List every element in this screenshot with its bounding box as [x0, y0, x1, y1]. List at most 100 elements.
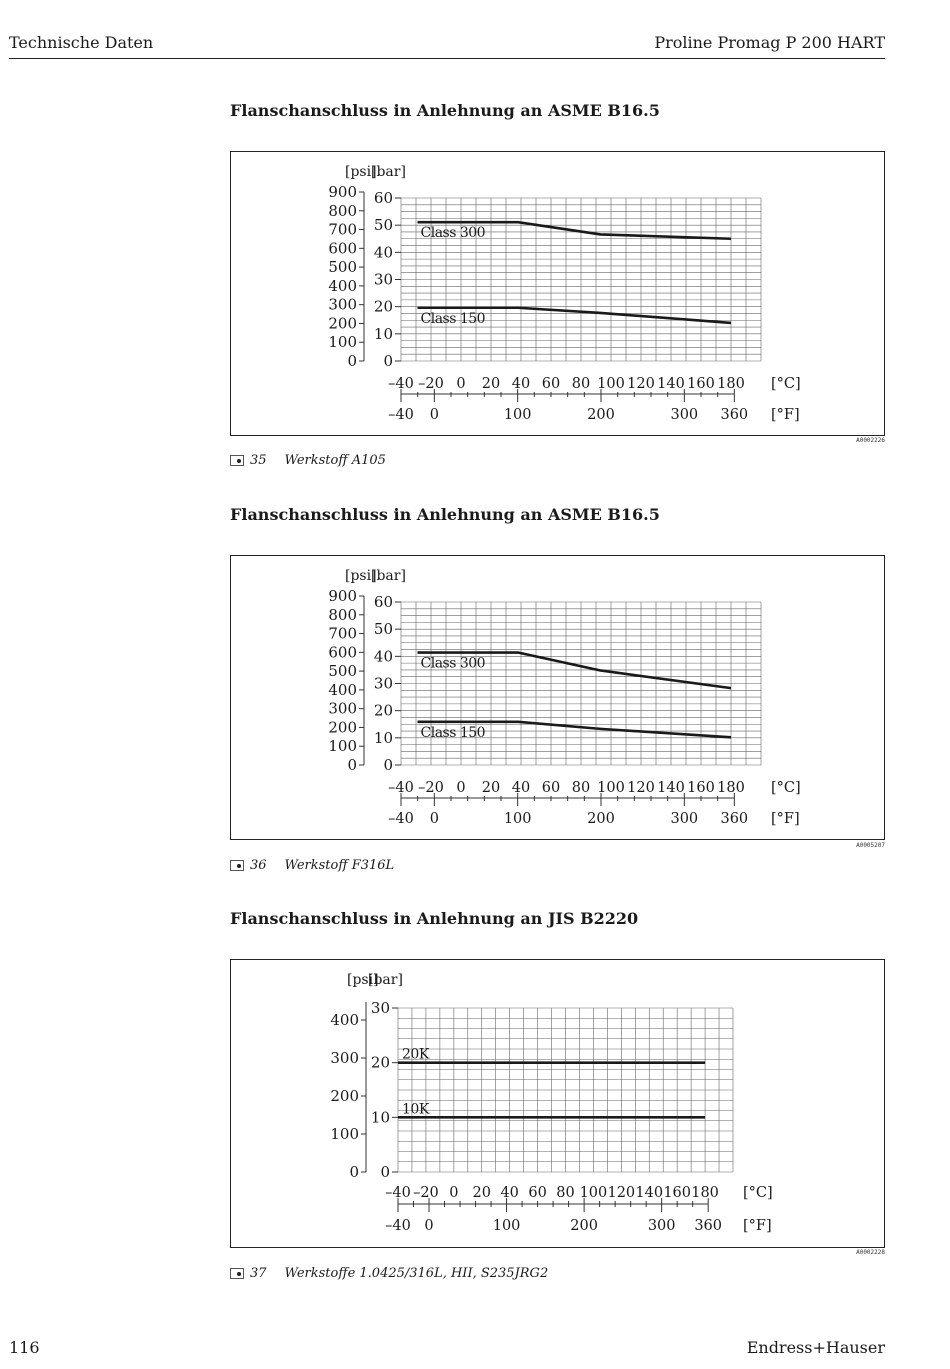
pressure-temperature-chart-2: [psi][bar]010020030040050060070080090001…: [328, 568, 800, 827]
section-title-3: Flanschanschluss in Anlehnung an JIS B22…: [230, 909, 639, 928]
psi-tick-label: 900: [328, 587, 357, 605]
celsius-tick-label: –40: [388, 376, 414, 392]
fahrenheit-tick-label: 200: [587, 407, 615, 423]
series-label-2: Class 150: [421, 311, 486, 327]
celsius-tick-label: 0: [449, 1185, 458, 1201]
fahrenheit-tick-label: 200: [587, 811, 615, 827]
celsius-tick-label: 40: [500, 1185, 518, 1201]
pressure-temperature-chart-1: [psi][bar]010020030040050060070080090001…: [328, 164, 801, 423]
celsius-tick-label: 140: [657, 376, 685, 392]
psi-tick-label: 400: [328, 681, 357, 699]
psi-tick-label: 600: [328, 643, 357, 661]
figure-icon: [230, 455, 244, 466]
celsius-tick-label: 60: [542, 376, 560, 392]
psi-tick-label: 0: [347, 756, 357, 774]
psi-unit-label: [psi]: [345, 164, 377, 180]
series-label-2: 10K: [402, 1101, 430, 1117]
chart-frame-2: [psi] [bar] 0 100 200 300 400 500 600 700 800 900 0 1…: [230, 555, 885, 840]
fahrenheit-tick-label: 200: [570, 1218, 598, 1234]
psi-tick-label: 200: [330, 1087, 359, 1105]
bar-tick-label: 30: [374, 675, 393, 693]
psi-tick-label: 100: [328, 333, 357, 351]
bar-unit-label: [bar]: [371, 164, 406, 180]
bar-tick-label: 10: [374, 729, 393, 747]
celsius-tick-label: 160: [663, 1185, 691, 1201]
fahrenheit-tick-label: 100: [504, 407, 532, 423]
series-label-2: Class 150: [421, 725, 486, 741]
celsius-tick-label: 80: [556, 1185, 574, 1201]
fahrenheit-tick-label: 300: [670, 407, 698, 423]
celsius-tick-label: 100: [580, 1185, 608, 1201]
celsius-tick-label: 160: [687, 780, 715, 796]
fahrenheit-unit-label: [°F]: [771, 811, 800, 827]
celsius-unit-label: [°C]: [771, 376, 801, 392]
psi-tick-label: 300: [328, 700, 357, 718]
series-label-1: 20K: [402, 1047, 430, 1063]
celsius-tick-label: 100: [597, 376, 625, 392]
celsius-tick-label: –40: [385, 1185, 411, 1201]
celsius-tick-label: 0: [456, 780, 465, 796]
figure-id-3: A0002228: [856, 1249, 885, 1256]
fahrenheit-tick-label: 0: [424, 1218, 433, 1234]
fahrenheit-tick-label: 360: [720, 407, 748, 423]
celsius-unit-label: [°C]: [743, 1185, 773, 1201]
fahrenheit-tick-label: 0: [430, 407, 439, 423]
celsius-tick-label: 180: [717, 376, 745, 392]
psi-tick-label: 0: [349, 1163, 359, 1181]
series-line-1: [417, 651, 732, 690]
psi-tick-label: 300: [330, 1049, 359, 1067]
figure-caption-2: 36 Werkstoff F316L: [230, 858, 394, 873]
bar-unit-label: [bar]: [368, 972, 403, 988]
figure-id-2: A0005207: [856, 842, 885, 849]
bar-tick-label: 30: [374, 271, 393, 289]
psi-tick-label: 700: [328, 625, 357, 643]
celsius-tick-label: 180: [717, 780, 745, 796]
psi-tick-label: 400: [328, 277, 357, 295]
bar-tick-label: 30: [371, 999, 390, 1017]
psi-tick-label: 800: [328, 202, 357, 220]
footer-brand: Endress+Hauser: [746, 1338, 885, 1357]
bar-tick-label: 0: [383, 352, 393, 370]
celsius-tick-label: 160: [687, 376, 715, 392]
figure-caption-text: Werkstoff F316L: [284, 858, 395, 873]
celsius-tick-label: 140: [635, 1185, 663, 1201]
bar-tick-label: 50: [374, 620, 393, 638]
fahrenheit-tick-label: 360: [694, 1218, 722, 1234]
bar-tick-label: 10: [374, 325, 393, 343]
figure-number: 36: [250, 858, 267, 873]
page-number: 116: [9, 1338, 40, 1357]
celsius-tick-label: 80: [572, 780, 590, 796]
bar-tick-label: 40: [374, 243, 393, 261]
fahrenheit-tick-label: 360: [720, 811, 748, 827]
psi-tick-label: 600: [328, 239, 357, 257]
psi-tick-label: 800: [328, 606, 357, 624]
celsius-tick-label: 60: [542, 780, 560, 796]
fahrenheit-tick-label: 100: [504, 811, 532, 827]
celsius-tick-label: 100: [597, 780, 625, 796]
bar-tick-label: 40: [374, 647, 393, 665]
fahrenheit-tick-label: –40: [388, 811, 414, 827]
section-title-1: Flanschanschluss in Anlehnung an ASME B1…: [230, 101, 660, 120]
celsius-tick-label: –20: [418, 376, 444, 392]
series-line-2: [417, 306, 732, 325]
fahrenheit-tick-label: 300: [670, 811, 698, 827]
figure-caption-1: 35 Werkstoff A105: [230, 453, 386, 468]
bar-tick-label: 20: [374, 702, 393, 720]
psi-tick-label: 400: [330, 1011, 359, 1029]
psi-tick-label: 300: [328, 296, 357, 314]
series-line-2: [417, 720, 732, 739]
fahrenheit-tick-label: 300: [648, 1218, 676, 1234]
psi-tick-label: 700: [328, 221, 357, 239]
celsius-tick-label: 20: [482, 780, 500, 796]
bar-tick-label: 60: [374, 189, 393, 207]
figure-icon: [230, 1268, 244, 1279]
figure-id-1: A0002226: [856, 437, 885, 444]
chart-frame-1: [psi] [bar] 0 100 200 300 400 500 600 700 800 900 0 1…: [230, 151, 885, 436]
celsius-tick-label: –40: [388, 780, 414, 796]
bar-tick-label: 0: [380, 1163, 390, 1181]
fahrenheit-unit-label: [°F]: [771, 407, 800, 423]
header-section-title: Technische Daten: [9, 33, 154, 52]
series-label-1: Class 300: [421, 656, 486, 672]
psi-tick-label: 900: [328, 183, 357, 201]
bar-unit-label: [bar]: [371, 568, 406, 584]
